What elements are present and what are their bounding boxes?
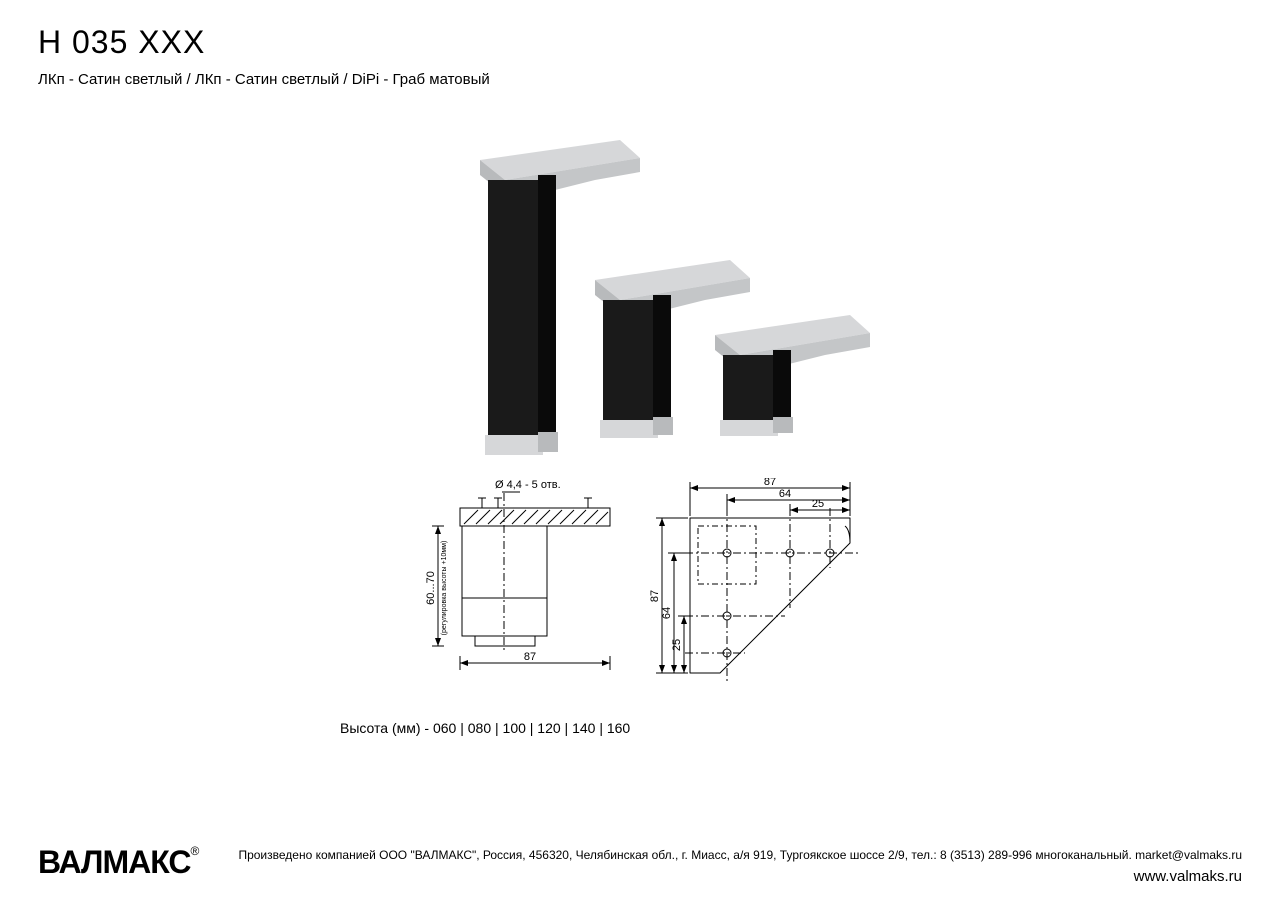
side-height-dim: 60...70 <box>425 571 437 605</box>
logo: ВАЛМАКС® <box>38 844 198 881</box>
logo-text: ВАЛМАКС <box>38 844 190 880</box>
product-image <box>420 120 880 470</box>
top-hdim-25: 25 <box>812 498 824 510</box>
top-vdim-64: 64 <box>661 607 673 619</box>
leg-3 <box>715 315 870 436</box>
technical-diagram: Ø 4,4 - 5 отв. <box>420 478 880 698</box>
side-width-dim: 87 <box>524 651 536 663</box>
product-title: Н 035 XXX <box>38 24 490 61</box>
top-view: 87 64 25 87 <box>649 478 860 683</box>
header-block: Н 035 XXX ЛКп - Сатин светлый / ЛКп - Са… <box>38 24 490 88</box>
company-info: Произведено компанией ООО "ВАЛМАКС", Рос… <box>238 848 1242 862</box>
registered-icon: ® <box>190 844 198 858</box>
top-hdim-87: 87 <box>764 478 776 488</box>
top-vdim-87: 87 <box>649 590 661 602</box>
top-hdim-64: 64 <box>779 488 791 500</box>
footer: ВАЛМАКС® Произведено компанией ООО "ВАЛМ… <box>38 844 1242 881</box>
top-vdim-25: 25 <box>671 639 683 651</box>
side-view: Ø 4,4 - 5 отв. <box>425 479 610 670</box>
product-subtitle: ЛКп - Сатин светлый / ЛКп - Сатин светлы… <box>38 71 490 88</box>
hole-spec-label: Ø 4,4 - 5 отв. <box>495 479 561 491</box>
company-url: www.valmaks.ru <box>238 868 1242 885</box>
side-height-note: (регулировка высоты +10мм) <box>441 541 448 636</box>
heights-line: Высота (мм) - 060 | 080 | 100 | 120 | 14… <box>340 720 630 736</box>
